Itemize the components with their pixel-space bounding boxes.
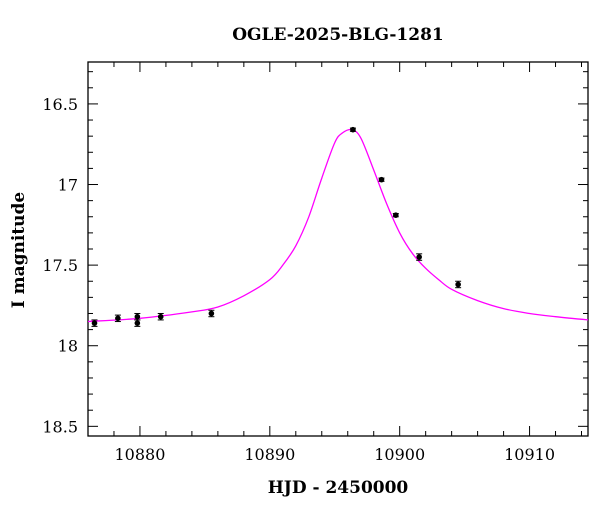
data-point <box>208 310 215 317</box>
tick-labels: 10880 10890 10900 10910 16.5 17 17.5 18 18.5 <box>42 95 555 464</box>
data-points-layer <box>91 126 462 327</box>
x-tick-label: 10910 <box>504 445 555 464</box>
data-point <box>392 212 399 218</box>
x-tick-label: 10900 <box>374 445 425 464</box>
data-point <box>416 254 422 260</box>
y-tick-label: 16.5 <box>42 95 78 114</box>
data-point <box>134 320 141 326</box>
y-tick-label: 17.5 <box>42 256 78 275</box>
data-point <box>455 281 461 288</box>
data-point <box>115 315 121 322</box>
data-point <box>378 176 385 183</box>
x-axis-label: HJD - 2450000 <box>268 478 409 498</box>
x-tick-label: 10890 <box>244 445 295 464</box>
data-point <box>134 313 141 320</box>
data-point <box>91 320 98 326</box>
y-tick-label: 17 <box>58 176 78 195</box>
y-tick-label: 18.5 <box>42 417 78 436</box>
chart-title: OGLE-2025-BLG-1281 <box>232 25 444 45</box>
y-axis-label: I magnitude <box>9 192 29 309</box>
y-tick-label: 18 <box>58 337 78 356</box>
model-curve <box>87 128 589 323</box>
axis-ticks <box>87 62 588 436</box>
data-point <box>350 126 356 133</box>
x-tick-label: 10880 <box>114 445 165 464</box>
plot-frame <box>87 61 589 437</box>
data-point <box>157 313 164 320</box>
model-curve-layer <box>87 128 589 323</box>
